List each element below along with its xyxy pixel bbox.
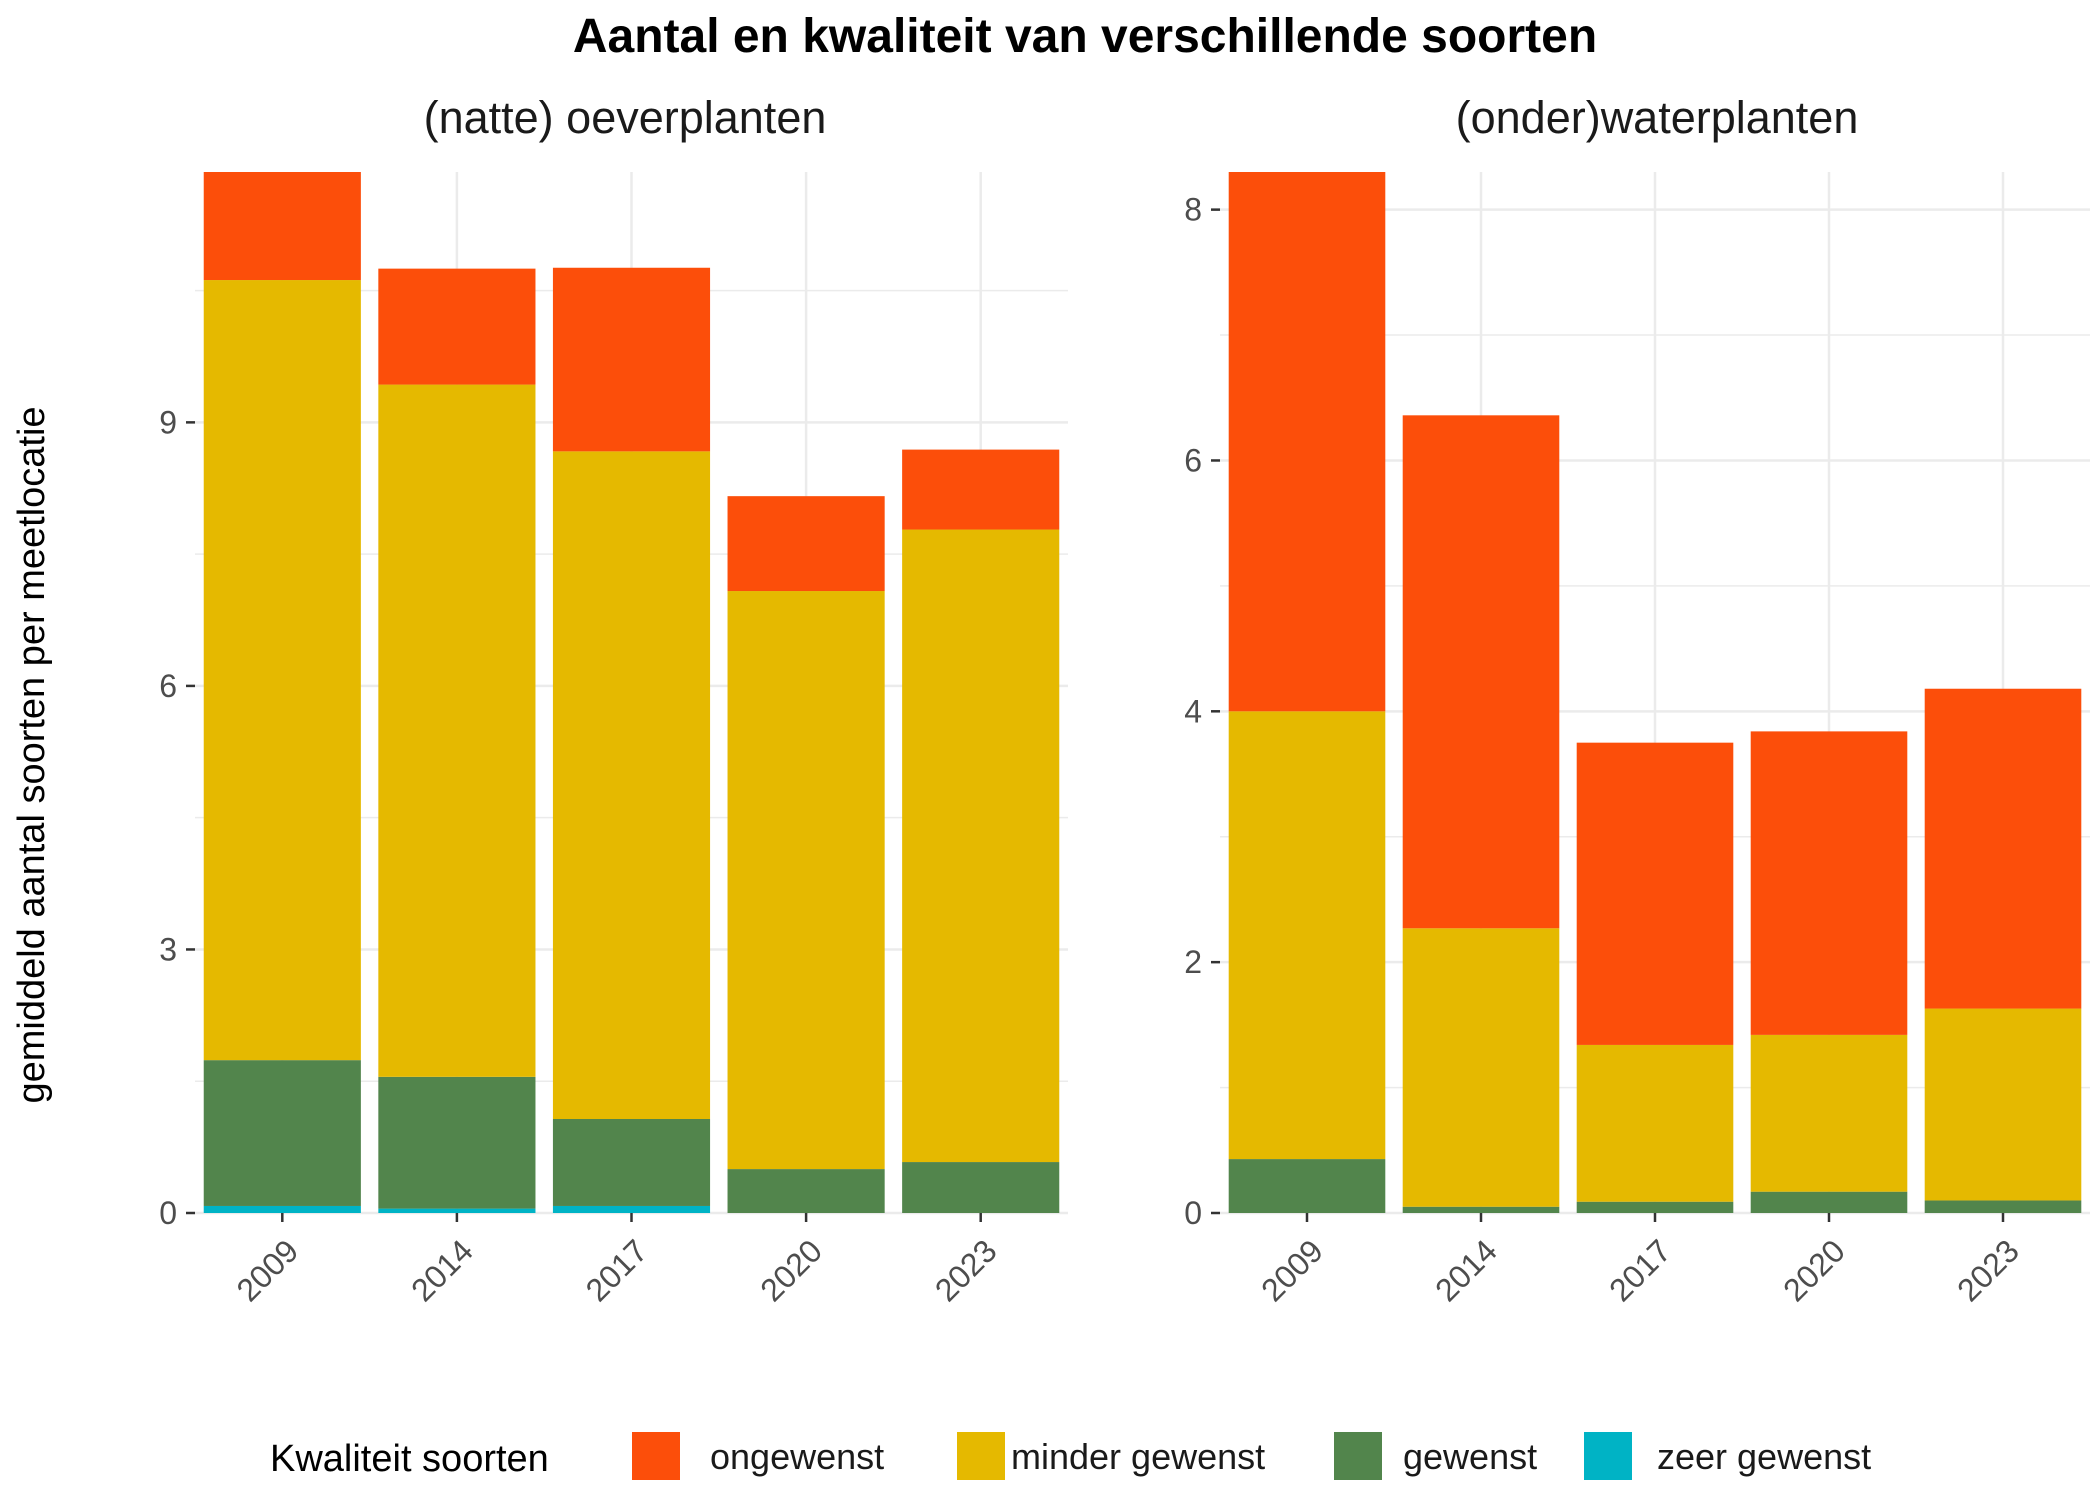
y-tick-label-right: 0 [1184,1195,1202,1231]
x-tick-label-right-2014: 2014 [1428,1232,1504,1308]
bar-left-2009-gewenst [203,1060,361,1206]
y-tick-label-left: 6 [159,668,177,704]
legend-label-minder-gewenst: minder gewenst [1011,1436,1265,1477]
panel-left: (natte) oeverplanten 0 3 6 9 2009 2014 2017 202… [159,92,1068,1308]
bar-left-2014-ongewenst [378,268,536,385]
legend: Kwaliteit soorten ongewenst minder gewen… [270,1432,1871,1480]
bar-left-2023-minder-gewenst [902,529,1060,1163]
legend-label-ongewenst: ongewenst [710,1436,884,1477]
panel-right: (onder)waterplanten 0 2 4 6 8 2009 2014 2017 202… [1184,92,2090,1308]
legend-title: Kwaliteit soorten [270,1438,549,1480]
bar-right-2020-ongewenst [1750,731,1908,1035]
y-tick-label-left: 0 [159,1195,177,1231]
bar-right-2014-ongewenst [1402,415,1560,929]
y-tick-label-right: 8 [1184,192,1202,228]
x-tick-label-right-2009: 2009 [1254,1232,1330,1308]
panel-left-bars [203,172,1060,1213]
bar-right-2017-minder-gewenst [1576,1044,1734,1202]
bar-left-2017-minder-gewenst [552,451,711,1120]
y-tick-label-right: 4 [1184,693,1202,729]
bar-right-2020-minder-gewenst [1750,1034,1908,1192]
bar-left-2020-gewenst [727,1169,885,1213]
bar-left-2023-ongewenst [902,449,1060,530]
legend-swatch-gewenst [1334,1432,1382,1480]
legend-label-zeer-gewenst: zeer gewenst [1657,1436,1871,1477]
bar-right-2023-minder-gewenst [1924,1008,2082,1201]
bar-right-2017-ongewenst [1576,742,1734,1045]
bar-left-2017-ongewenst [552,267,711,452]
y-tick-label-left: 3 [159,931,177,967]
panel-right-bars [1228,172,2082,1213]
legend-swatch-zeer-gewenst [1584,1432,1632,1480]
x-tick-label-left-2009: 2009 [229,1232,305,1308]
bar-left-2023-gewenst [902,1162,1060,1213]
bar-right-2014-minder-gewenst [1402,928,1560,1207]
bar-right-2009-gewenst [1228,1159,1386,1213]
chart-title: Aantal en kwaliteit van verschillende so… [573,10,1597,63]
bar-right-2023-gewenst [1924,1200,2082,1213]
bar-right-2009-ongewenst [1228,172,1386,712]
bar-left-2009-zeer-gewenst [203,1205,361,1213]
bar-right-2017-gewenst [1576,1201,1734,1213]
x-tick-label-right-2017: 2017 [1602,1232,1678,1308]
x-tick-label-left-2023: 2023 [928,1232,1004,1308]
y-tick-label-left: 9 [159,404,177,440]
bar-left-2009-ongewenst [203,172,361,281]
legend-swatch-minder-gewenst [957,1432,1005,1480]
bar-left-2014-minder-gewenst [378,384,536,1077]
x-tick-label-left-2014: 2014 [404,1232,480,1308]
panel-title-left: (natte) oeverplanten [424,92,827,143]
bar-left-2020-ongewenst [727,496,885,592]
bar-right-2009-minder-gewenst [1228,711,1386,1160]
x-tick-label-left-2017: 2017 [579,1232,655,1308]
legend-label-gewenst: gewenst [1403,1436,1537,1477]
bar-right-2023-ongewenst [1924,688,2082,1009]
y-tick-label-right: 2 [1184,944,1202,980]
y-tick-label-right: 6 [1184,442,1202,478]
bar-left-2017-gewenst [552,1119,711,1206]
bar-right-2020-gewenst [1750,1191,1908,1213]
legend-swatch-ongewenst [632,1432,680,1480]
x-tick-label-right-2020: 2020 [1776,1232,1852,1308]
bar-right-2014-gewenst [1402,1206,1560,1213]
bar-left-2017-zeer-gewenst [552,1205,711,1213]
bar-left-2014-zeer-gewenst [378,1208,536,1213]
bar-left-2020-minder-gewenst [727,591,885,1170]
x-tick-label-left-2020: 2020 [753,1232,829,1308]
panel-title-right: (onder)waterplanten [1456,92,1859,143]
bar-left-2009-minder-gewenst [203,280,361,1061]
x-tick-label-right-2023: 2023 [1950,1232,2026,1308]
bar-left-2014-gewenst [378,1076,536,1209]
y-axis-label: gemiddeld aantal soorten per meetlocatie [11,406,53,1103]
